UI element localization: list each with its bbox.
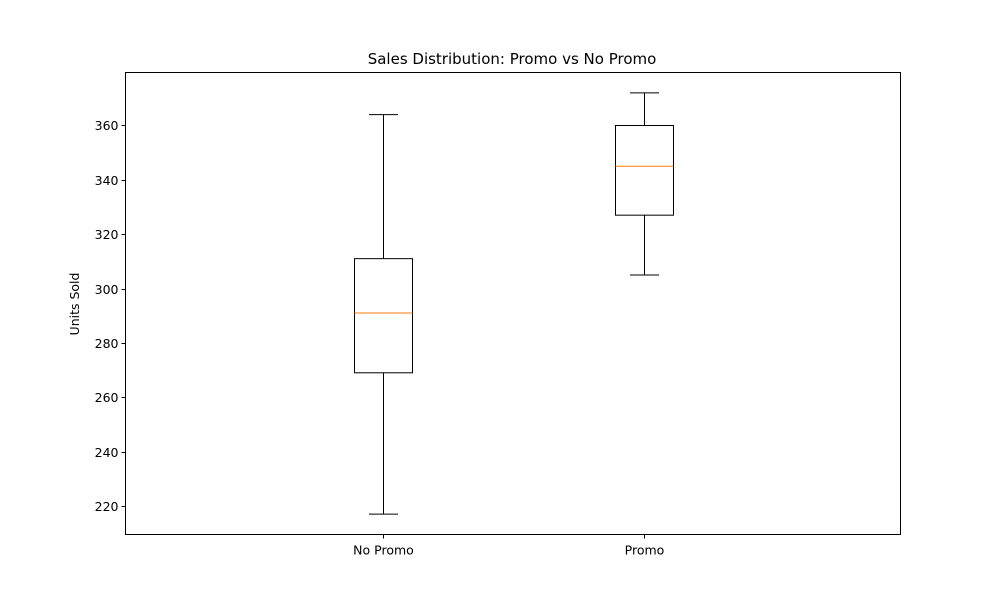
- y-axis-label: Units Sold: [67, 273, 82, 336]
- y-tick-label: 240: [95, 445, 119, 460]
- iqr-box: [354, 258, 413, 374]
- y-tick-label: 260: [95, 390, 119, 405]
- y-tick-label: 280: [95, 336, 119, 351]
- iqr-box: [615, 124, 674, 216]
- x-tick-label: Promo: [625, 543, 665, 558]
- y-tick-label: 360: [95, 118, 119, 133]
- box-group: [354, 114, 413, 515]
- y-tick-label: 220: [95, 499, 119, 514]
- y-tick-label: 340: [95, 173, 119, 188]
- y-tick-label: 300: [95, 282, 119, 297]
- plot-frame: [125, 72, 901, 535]
- x-tick-label: No Promo: [353, 543, 414, 558]
- chart-title: Sales Distribution: Promo vs No Promo: [368, 50, 657, 68]
- y-tick-label: 320: [95, 227, 119, 242]
- plot-area: 220 240 260 280 300 320 340 360 No Promo Promo: [95, 92, 674, 558]
- box-group: [615, 92, 674, 276]
